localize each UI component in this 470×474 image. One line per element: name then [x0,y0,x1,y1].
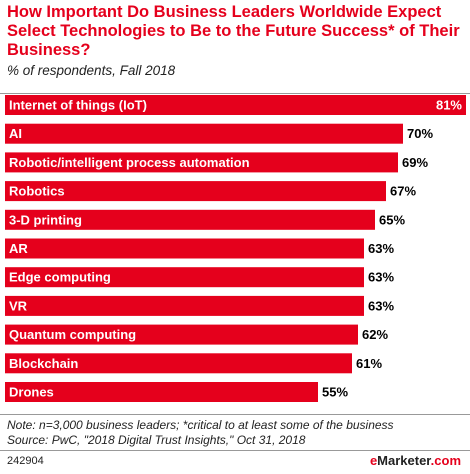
category-label: Edge computing [9,270,111,285]
bottom-divider [0,414,470,415]
value-label: 63% [368,241,394,256]
value-label: 81% [436,98,462,113]
value-label: 63% [368,298,394,313]
bar [5,295,364,316]
bar [5,382,318,402]
bar [5,95,466,115]
value-label: 55% [322,385,348,400]
logo-e: e [369,453,378,468]
category-label: AR [9,241,28,256]
value-label: 62% [362,327,388,342]
value-label: 63% [368,270,394,285]
category-label: Drones [9,385,54,400]
bar [5,353,352,374]
chart-note: Note: n=3,000 business leaders; *critica… [7,418,394,432]
value-label: 65% [379,212,405,227]
logo-domain: .com [430,453,461,468]
chart-subtitle: % of respondents, Fall 2018 [7,63,176,78]
bar [5,181,386,202]
bar [5,324,358,345]
chart-title: How Important Do Business Leaders Worldw… [7,3,460,59]
bar [5,267,364,288]
category-label: Robotic/intelligent process automation [9,155,250,170]
bar [5,209,375,230]
emarketer-logo: eMarketer.com [370,453,461,468]
value-label: 70% [407,126,433,141]
logo-name: Marketer [377,453,431,468]
bar [5,123,403,144]
top-divider [0,93,470,94]
category-label: Blockchain [9,356,78,371]
footer-divider [0,450,470,451]
bar [5,238,364,259]
value-label: 67% [390,184,416,199]
category-label: VR [9,298,28,313]
category-label: Internet of things (IoT) [9,98,147,113]
bar [5,152,398,173]
category-label: Robotics [9,184,65,199]
chart-source: Source: PwC, "2018 Digital Trust Insight… [7,433,306,447]
value-label: 69% [402,155,428,170]
category-label: 3-D printing [9,212,82,227]
category-label: Quantum computing [9,327,136,342]
bar-chart: Internet of things (IoT) 81% AI 70% Robotic/… [5,95,466,402]
value-label: 61% [356,356,382,371]
chart-id: 242904 [7,455,44,467]
category-label: AI [9,126,22,141]
